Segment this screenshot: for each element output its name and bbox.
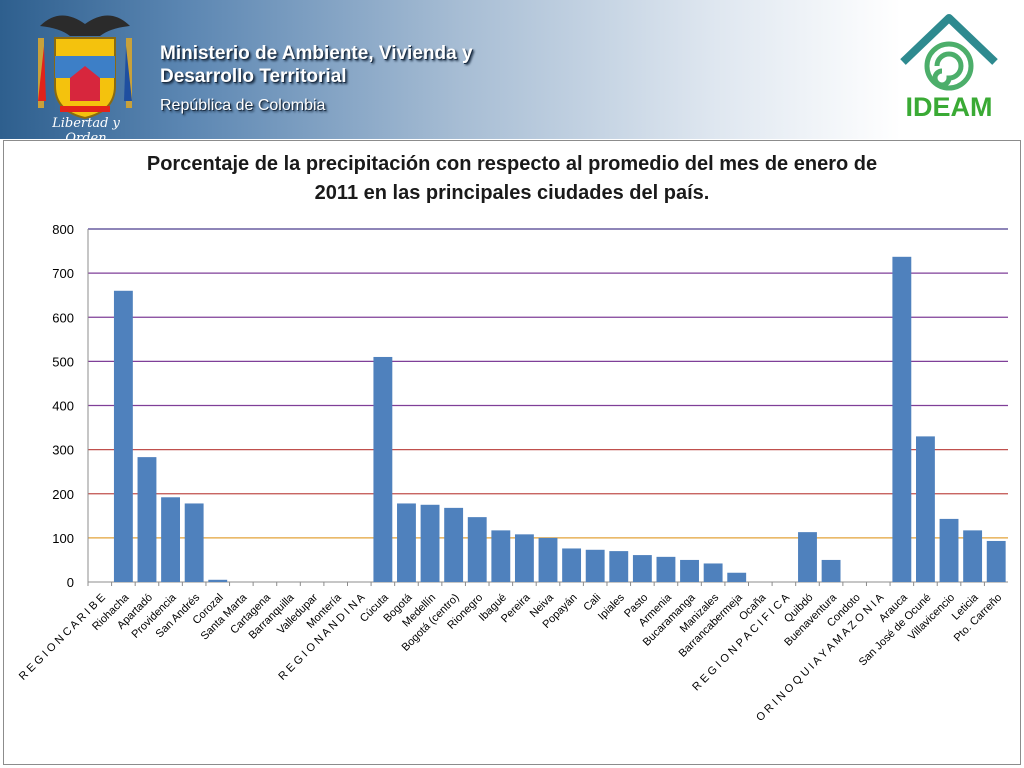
bar (184, 503, 204, 582)
bar (467, 517, 487, 582)
bar (727, 572, 747, 582)
bar (821, 559, 841, 582)
bar (491, 530, 511, 582)
ministry-line-2: Desarrollo Territorial (160, 66, 347, 87)
ideam-logo-text: IDEAM (905, 92, 993, 122)
bar (514, 534, 534, 582)
chart-frame (3, 140, 1021, 765)
bar (680, 559, 699, 582)
republic-label: República de Colombia (160, 97, 326, 114)
y-tick-label: 0 (67, 575, 74, 590)
x-category-label: Ipiales (596, 591, 627, 622)
bar (538, 537, 558, 582)
bar (632, 555, 652, 582)
chart-title-line-2: 2011 en las principales ciudades del paí… (314, 182, 710, 204)
bar (703, 563, 723, 582)
y-tick-label: 600 (52, 310, 74, 325)
y-tick-label: 400 (52, 399, 74, 414)
bar (397, 503, 416, 582)
bar (444, 507, 464, 582)
x-category-label: R E G I O N C A R I B E (17, 592, 108, 683)
bar (939, 518, 959, 582)
bar (420, 504, 440, 582)
bar (373, 356, 393, 582)
bar (562, 548, 582, 582)
ideam-logo-icon (900, 14, 998, 91)
chart-title: Porcentaje de la precipitación con respe… (0, 150, 1024, 208)
bar (137, 457, 157, 582)
bar (609, 551, 629, 582)
bar (113, 290, 133, 582)
header-banner: Libertad y Orden Ministerio de Ambiente,… (0, 0, 1024, 146)
colombia-coat-of-arms-icon (38, 15, 132, 120)
ministry-line-1: Ministerio de Ambiente, Vivienda y (160, 43, 473, 64)
y-tick-label: 100 (52, 531, 74, 546)
bar (798, 532, 817, 582)
bar (963, 530, 983, 582)
y-tick-label: 700 (52, 266, 74, 281)
bar (585, 549, 605, 582)
ministry-name: Ministerio de Ambiente, Vivienda y Desar… (160, 42, 473, 117)
bar (208, 579, 228, 582)
y-tick-label: 800 (52, 222, 74, 237)
bar (892, 256, 912, 582)
bar (986, 540, 1006, 582)
bar (916, 436, 935, 582)
y-tick-label: 300 (52, 443, 74, 458)
chart-title-line-1: Porcentaje de la precipitación con respe… (146, 153, 878, 175)
y-tick-label: 200 (52, 487, 74, 502)
y-tick-label: 500 (52, 354, 74, 369)
bar (161, 497, 180, 582)
bar (656, 556, 676, 582)
